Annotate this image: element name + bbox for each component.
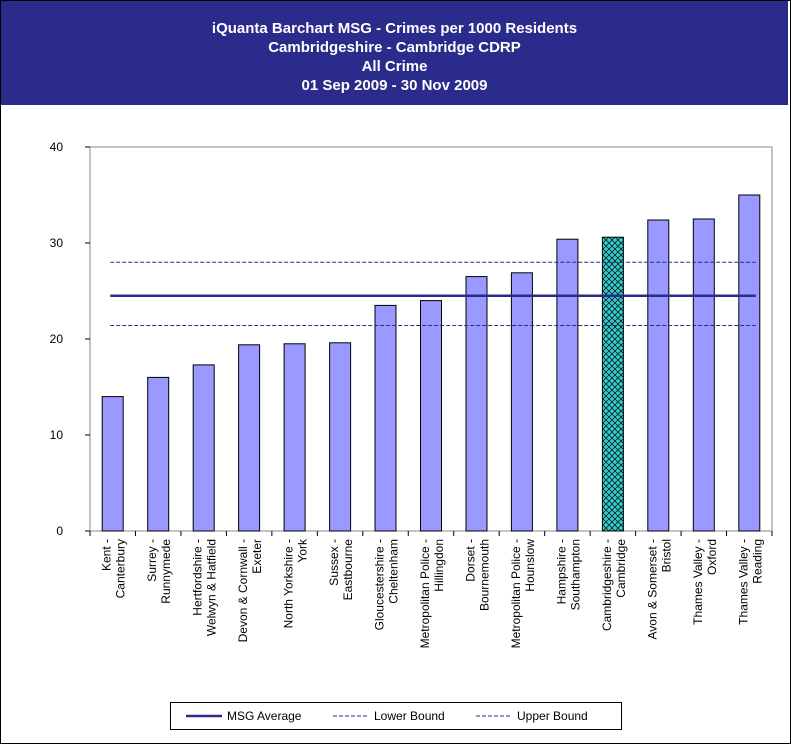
x-tick-label: Metropolitan Police -Hillingdon xyxy=(418,539,446,648)
bar xyxy=(738,194,761,532)
y-tick-label: 40 xyxy=(50,140,64,154)
chart-title-banner: iQuanta Barchart MSG - Crimes per 1000 R… xyxy=(1,1,788,105)
bar xyxy=(510,272,533,532)
bar xyxy=(192,364,215,532)
bar xyxy=(147,376,170,532)
bar xyxy=(374,304,397,532)
bar xyxy=(647,219,670,532)
x-tick-label: Avon & Somerset -Bristol xyxy=(645,539,673,640)
x-tick-label: Cambridgeshire -Cambridge xyxy=(600,539,628,631)
bar xyxy=(556,238,579,532)
x-tick-label: Kent -Canterbury xyxy=(100,539,128,598)
x-tick-label: Thames Valley -Oxford xyxy=(691,539,719,625)
bar-highlighted xyxy=(601,236,624,532)
chart-legend xyxy=(170,702,622,730)
x-tick-label: Metropolitan Police -Hounslow xyxy=(509,539,537,649)
bar xyxy=(420,300,442,532)
chart-title-line-2: Cambridgeshire - Cambridge CDRP xyxy=(268,39,521,56)
bar xyxy=(238,344,261,532)
x-tick-label: Hertfordshire -Welwyn & Hatfield xyxy=(191,539,219,636)
y-tick-label: 30 xyxy=(50,236,64,250)
chart-title-line-3: All Crime xyxy=(361,58,428,75)
x-tick-label: Gloucestershire -Cheltenham xyxy=(373,539,401,630)
x-tick-label: Thames Valley -Reading xyxy=(736,539,764,625)
x-tick-label: Sussex -Eastbourne xyxy=(327,539,355,601)
bar xyxy=(283,343,306,532)
x-tick-label: North Yorkshire -York xyxy=(282,538,310,628)
legend-label: MSG Average xyxy=(227,709,302,723)
bar xyxy=(692,218,715,532)
y-tick-label: 10 xyxy=(50,428,64,442)
bar xyxy=(329,342,352,532)
y-tick-label: 20 xyxy=(50,332,64,346)
legend-label: Upper Bound xyxy=(517,709,588,723)
bar xyxy=(101,396,124,532)
chart-title-line-4: 01 Sep 2009 - 30 Nov 2009 xyxy=(301,77,488,94)
x-tick-label: Hampshire -Southampton xyxy=(554,539,582,610)
chart-title-line-1: iQuanta Barchart MSG - Crimes per 1000 R… xyxy=(211,20,578,37)
y-tick-label: 0 xyxy=(56,524,63,538)
legend-label: Lower Bound xyxy=(374,709,445,723)
x-tick-label: Surrey -Runnymede xyxy=(145,539,173,604)
x-tick-label: Dorset -Bournemouth xyxy=(464,539,492,611)
bar xyxy=(465,276,488,532)
x-tick-label: Devon & Cornwall -Exeter xyxy=(236,539,264,642)
